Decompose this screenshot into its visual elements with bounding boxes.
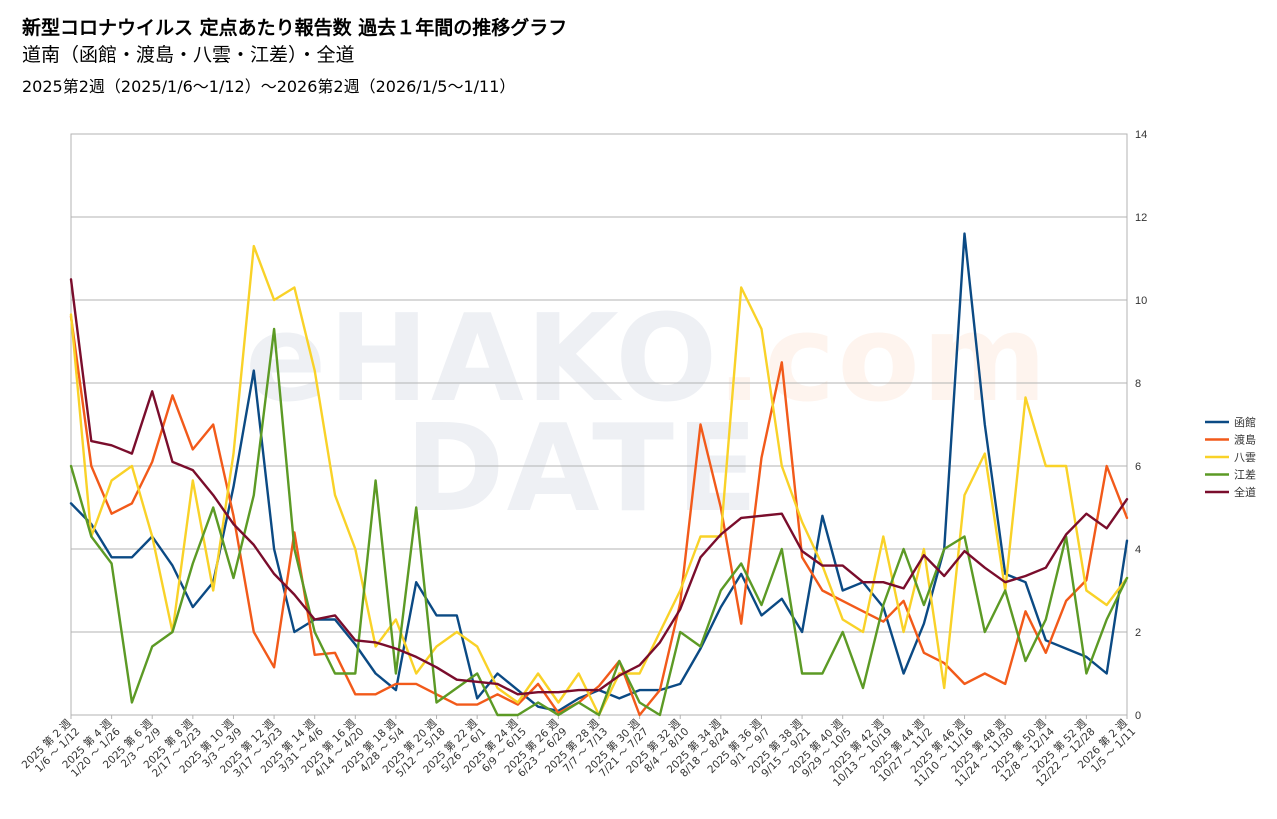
series-line-函館: [69, 232, 1129, 713]
chart-period: 2025第2週（2025/1/6～1/12）～2026第2週（2026/1/5～…: [22, 77, 516, 96]
y-tick-label: 12: [1135, 212, 1147, 224]
y-tick-label: 6: [1135, 461, 1141, 473]
y-tick-label: 2: [1135, 627, 1141, 639]
legend-label: 江差: [1234, 468, 1256, 482]
y-tick-label: 14: [1135, 129, 1147, 141]
plot-area: [70, 133, 1128, 716]
y-tick-label: 4: [1135, 544, 1141, 556]
chart-title: 新型コロナウイルス 定点あたり報告数 過去１年間の推移グラフ: [22, 17, 568, 39]
legend-label: 全道: [1234, 485, 1256, 499]
legend-label: 渡島: [1234, 433, 1256, 447]
y-tick-label: 0: [1135, 710, 1141, 722]
series-line-八雲: [69, 244, 1129, 717]
grid-lines: [70, 133, 1128, 716]
series-lines: [69, 232, 1129, 717]
series-line-渡島: [69, 315, 1129, 717]
series-line-全道: [69, 278, 1129, 696]
y-tick-label: 8: [1135, 378, 1141, 390]
series-line-江差: [69, 327, 1129, 717]
y-axis-ticks: 0 2 4 6 8 10 12 14: [1135, 129, 1147, 722]
legend-label: 函館: [1234, 415, 1256, 429]
legend-label: 八雲: [1234, 451, 1256, 464]
y-tick-label: 10: [1135, 295, 1147, 307]
chart-subtitle: 道南（函館・渡島・八雲・江差）・全道: [22, 44, 355, 66]
